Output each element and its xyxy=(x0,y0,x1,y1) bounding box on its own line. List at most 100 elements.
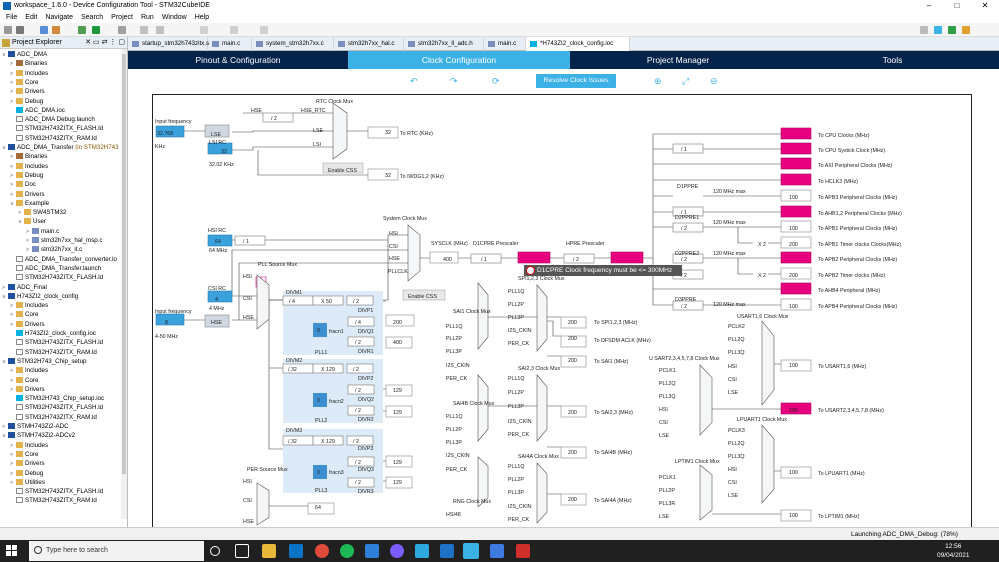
tree-item[interactable]: > Binaries xyxy=(10,152,47,161)
tree-item[interactable]: > Binaries xyxy=(10,59,47,68)
expand-toggle-icon[interactable]: ∨ xyxy=(2,293,6,300)
tree-item[interactable]: > Drivers xyxy=(10,87,45,96)
clock-mux[interactable] xyxy=(699,364,713,436)
clock-mux[interactable] xyxy=(256,482,270,526)
clock-mux[interactable] xyxy=(536,374,548,442)
editor-tab[interactable]: *H743ZI2_clock_config.ioc xyxy=(526,37,630,51)
clock-mux[interactable] xyxy=(332,102,348,160)
tree-item[interactable]: > STMH743Zi2-ADC xyxy=(2,422,69,431)
expand-toggle-icon[interactable]: > xyxy=(10,386,13,393)
divider-select[interactable] xyxy=(312,363,344,374)
taskbar-search[interactable]: Type here to search xyxy=(29,541,204,561)
divider-select[interactable] xyxy=(470,253,502,264)
expand-toggle-icon[interactable]: > xyxy=(2,424,5,430)
clock-mux[interactable] xyxy=(761,320,775,406)
editor-tab[interactable]: main.c xyxy=(484,37,526,51)
input-frequency-box[interactable] xyxy=(155,313,185,326)
debug-perspective-icon[interactable] xyxy=(948,26,956,34)
expand-toggle-icon[interactable]: > xyxy=(10,182,13,189)
tree-item[interactable]: > stm32h7xx_it.c xyxy=(26,245,82,254)
zoom-in-icon[interactable]: ⊕ xyxy=(654,76,662,86)
tab-pinout-configuration[interactable]: Pinout & Configuration xyxy=(195,55,281,65)
tool-icon[interactable] xyxy=(200,26,208,34)
fracn3-box[interactable] xyxy=(313,465,327,479)
expand-toggle-icon[interactable]: > xyxy=(10,303,13,310)
cortana-icon[interactable] xyxy=(210,546,220,556)
expand-toggle-icon[interactable]: ∨ xyxy=(10,200,14,207)
tree-item[interactable]: > stm32h7xx_hal_msp.c xyxy=(26,236,103,245)
expand-toggle-icon[interactable]: > xyxy=(10,98,13,105)
expand-toggle-icon[interactable]: > xyxy=(10,461,13,468)
fit-icon[interactable]: ⤢ xyxy=(682,76,690,86)
perspective-icon[interactable] xyxy=(920,26,928,34)
debug-icon[interactable] xyxy=(78,26,86,34)
expand-toggle-icon[interactable]: > xyxy=(18,210,21,217)
menu-project[interactable]: Project xyxy=(111,14,133,21)
tree-item[interactable]: > Core xyxy=(10,78,38,87)
expand-toggle-icon[interactable]: > xyxy=(26,238,29,244)
close-button[interactable]: ✕ xyxy=(981,1,989,10)
divider-select[interactable] xyxy=(347,477,375,488)
divider-select[interactable] xyxy=(347,384,375,395)
clock-mux[interactable] xyxy=(477,456,489,508)
clock-mux[interactable] xyxy=(407,224,421,282)
tab-tools[interactable]: Tools xyxy=(882,55,903,65)
divider-select[interactable] xyxy=(262,112,294,123)
chrome-icon[interactable] xyxy=(315,544,329,558)
tree-item[interactable]: > ADC_Final xyxy=(2,283,47,292)
new-icon[interactable] xyxy=(4,26,12,34)
scrollbar-thumb[interactable] xyxy=(122,54,126,474)
editor-tab[interactable]: startup_stm32h743zitx.s xyxy=(128,37,209,51)
expand-toggle-icon[interactable]: > xyxy=(10,89,13,96)
resolve-clock-issues-button[interactable]: Resolve Clock Issues xyxy=(536,74,616,88)
expand-toggle-icon[interactable]: > xyxy=(2,284,5,291)
tree-item[interactable]: ∨ Example xyxy=(10,199,49,208)
word-icon[interactable] xyxy=(490,544,504,558)
tree-item[interactable]: ∨ STM32H743_Chip_setup xyxy=(2,357,86,366)
clock-mux[interactable] xyxy=(477,374,489,442)
expand-toggle-icon[interactable]: > xyxy=(10,70,13,77)
tree-item[interactable]: > Doc xyxy=(10,180,36,189)
divider-select[interactable] xyxy=(347,336,375,347)
cube-perspective-icon[interactable] xyxy=(934,26,942,34)
expand-toggle-icon[interactable]: > xyxy=(10,191,13,198)
divider-select[interactable] xyxy=(672,143,704,154)
expand-toggle-icon[interactable]: > xyxy=(10,172,13,179)
expand-toggle-icon[interactable]: ∨ xyxy=(18,219,22,226)
clock-mux[interactable] xyxy=(699,464,713,521)
expand-toggle-icon[interactable]: > xyxy=(10,154,13,161)
expand-toggle-icon[interactable]: ∨ xyxy=(2,52,6,58)
fracn2-box[interactable] xyxy=(313,393,327,407)
store-icon[interactable] xyxy=(289,544,303,558)
nav-forward-icon[interactable] xyxy=(156,26,164,34)
tree-item[interactable]: ADC_DMA_Transfer_converter.lo xyxy=(10,255,117,264)
expand-toggle-icon[interactable]: > xyxy=(10,79,13,86)
tree-item[interactable]: > main.c xyxy=(26,227,59,236)
expand-toggle-icon[interactable]: > xyxy=(10,479,13,486)
clock-mux[interactable] xyxy=(536,462,548,524)
tree-item[interactable]: ADC_DMA Debug.launch xyxy=(10,115,95,124)
expand-toggle-icon[interactable]: > xyxy=(10,451,13,458)
divider-select[interactable] xyxy=(347,405,375,416)
divider-select[interactable] xyxy=(672,300,704,311)
enable-css-button[interactable] xyxy=(402,289,446,301)
tree-item[interactable]: > Drivers xyxy=(10,320,45,329)
expand-toggle-icon[interactable]: > xyxy=(10,312,13,319)
fracn1-box[interactable] xyxy=(313,323,327,337)
input-frequency-box[interactable] xyxy=(207,234,233,247)
save-icon[interactable] xyxy=(16,26,24,34)
tree-item[interactable]: > Core xyxy=(10,450,38,459)
tree-item[interactable]: > Core xyxy=(10,310,38,319)
editor-tab[interactable]: system_stm32h7xx.c xyxy=(252,37,334,51)
expand-toggle-icon[interactable]: > xyxy=(10,321,13,328)
tree-item[interactable]: > Includes xyxy=(10,162,48,171)
spotify-icon[interactable] xyxy=(340,544,354,558)
divider-select[interactable] xyxy=(346,363,374,374)
maximize-button[interactable]: □ xyxy=(954,1,960,10)
nav-back-icon[interactable] xyxy=(140,26,148,34)
tool-icon[interactable] xyxy=(230,26,238,34)
windows-start-icon[interactable] xyxy=(6,545,17,556)
tree-item[interactable]: > Drivers xyxy=(10,190,45,199)
tab-project-manager[interactable]: Project Manager xyxy=(646,55,710,65)
clock-mux[interactable] xyxy=(761,424,775,504)
